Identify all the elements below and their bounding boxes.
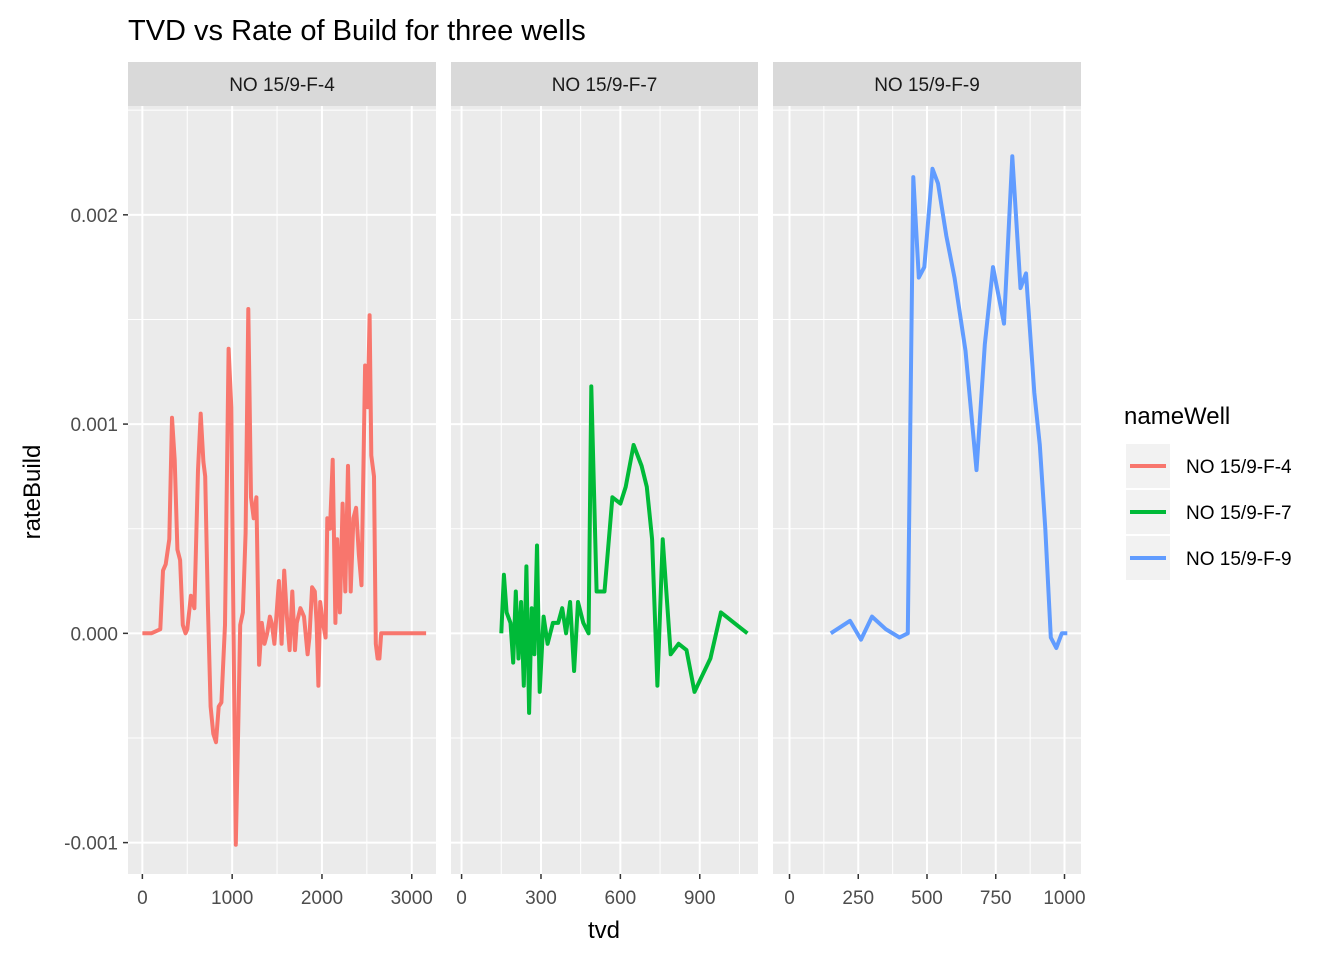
- series-line-3: [829, 154, 1068, 650]
- facet-strip-label: NO 15/9-F-7: [552, 75, 658, 96]
- y-tick-label: 0.000: [70, 624, 118, 645]
- chart-title: TVD vs Rate of Build for three wells: [128, 15, 586, 47]
- facet-panel-2: NO 15/9-F-7 0 300 600 900: [451, 62, 758, 909]
- y-tick-label: 0.002: [70, 206, 118, 227]
- series-line-1: [142, 307, 427, 847]
- x-tick-label: 300: [525, 888, 557, 909]
- facet-strip-background: [451, 62, 758, 106]
- legend-title: nameWell: [1124, 403, 1230, 430]
- x-tick-label: 2000: [301, 888, 343, 909]
- y-axis: -0.001 0.000 0.001 0.002: [64, 206, 128, 855]
- x-tick-label: 1000: [1043, 888, 1085, 909]
- facet-panel-1: NO 15/9-F-4 0 1000 2000 3000: [128, 62, 436, 909]
- x-axis-title: tvd: [588, 917, 620, 944]
- facet-strip-label: NO 15/9-F-9: [874, 75, 980, 96]
- x-tick-label: 0: [456, 888, 467, 909]
- facets-layer: NO 15/9-F-4 0 1000 2000 3000 NO 15/9-F-7 0 300 6…: [128, 62, 1086, 909]
- legend-label: NO 15/9-F-9: [1186, 549, 1292, 570]
- x-tick-label: 3000: [391, 888, 433, 909]
- x-tick-label: 1000: [211, 888, 253, 909]
- x-tick-label: 0: [137, 888, 148, 909]
- x-tick-label: 750: [980, 888, 1012, 909]
- panel-background: [128, 106, 436, 874]
- facet-panel-3: NO 15/9-F-9 0 250 500 750 1000: [773, 62, 1086, 909]
- legend: nameWell NO 15/9-F-4 NO 15/9-F-7 NO 15/9-F-…: [1124, 403, 1292, 580]
- y-tick-label: -0.001: [64, 834, 118, 855]
- facet-strip-label: NO 15/9-F-4: [229, 75, 335, 96]
- legend-label: NO 15/9-F-4: [1186, 457, 1292, 478]
- facet-strip-background: [773, 62, 1081, 106]
- x-tick-label: 500: [911, 888, 943, 909]
- legend-label: NO 15/9-F-7: [1186, 503, 1292, 524]
- y-tick-label: 0.001: [70, 415, 118, 436]
- panel-background: [451, 106, 758, 874]
- y-axis-title: rateBuild: [19, 445, 46, 540]
- facet-strip-background: [128, 62, 436, 106]
- series-line-2: [499, 384, 749, 715]
- x-tick-label: 900: [684, 888, 716, 909]
- x-tick-label: 250: [842, 888, 874, 909]
- x-tick-label: 0: [784, 888, 795, 909]
- x-tick-label: 600: [605, 888, 637, 909]
